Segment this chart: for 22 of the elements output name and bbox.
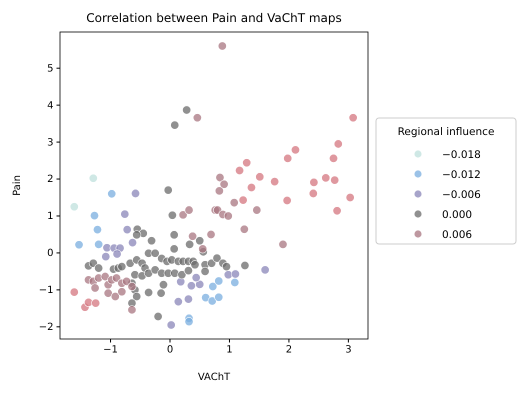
legend-title: Regional influence	[398, 126, 494, 138]
legend-label: −0.012	[442, 169, 481, 181]
x-tick-label: 0	[166, 344, 174, 356]
legend-label: −0.018	[442, 149, 481, 161]
y-tick-label: 0	[47, 248, 54, 260]
x-tick-label: −1	[103, 344, 118, 356]
x-axis-title: VAChT	[198, 372, 232, 383]
y-tick-label: 2	[47, 174, 54, 186]
x-tick-label: 1	[226, 344, 233, 356]
legend-label: 0.006	[442, 229, 472, 241]
y-tick-label: 3	[47, 137, 54, 148]
x-tick-label: 2	[286, 344, 292, 356]
y-tick-label: −1	[38, 285, 54, 296]
legend-label: 0.000	[442, 209, 472, 221]
x-tick-label: 3	[345, 344, 352, 356]
y-axis-title: Pain	[12, 175, 23, 196]
y-tick-label: −2	[38, 322, 54, 334]
chart-title: Correlation between Pain and VaChT maps	[86, 11, 342, 25]
legend-label: −0.006	[442, 189, 482, 201]
y-tick-label: 5	[47, 63, 54, 74]
y-tick-label: 4	[47, 100, 54, 112]
y-tick-label: 1	[47, 211, 54, 222]
